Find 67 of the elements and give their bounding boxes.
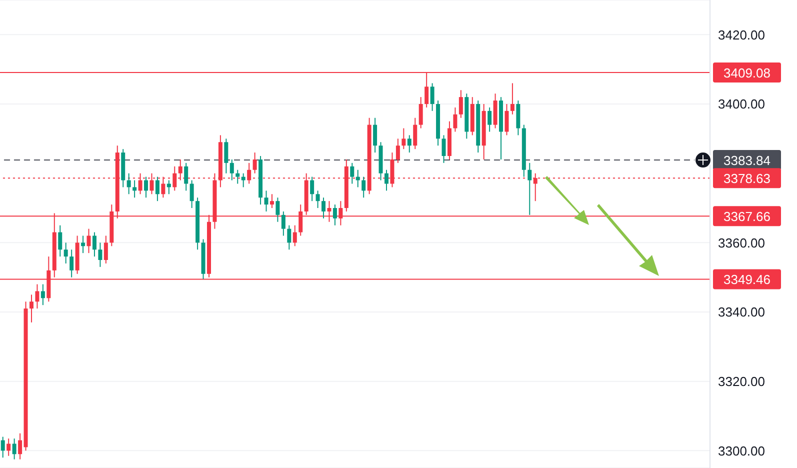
- candlestick: [247, 162, 252, 184]
- candlestick: [166, 180, 171, 195]
- candlestick: [356, 169, 360, 188]
- candlestick: [40, 284, 45, 306]
- candlestick: [35, 284, 40, 310]
- candlestick: [70, 249, 74, 278]
- candlestick: [350, 162, 354, 184]
- candlestick: [510, 82, 514, 115]
- candlestick: [332, 204, 337, 226]
- candlestick: [276, 197, 280, 222]
- candlestick: [402, 128, 406, 150]
- candlestick: [373, 117, 378, 154]
- candlestick: [252, 152, 257, 174]
- candlestick: [316, 190, 320, 208]
- candlestick: [236, 169, 240, 184]
- candlestick: [230, 158, 234, 181]
- y-tick-label: 3340.00: [718, 304, 765, 320]
- candlestick: [104, 235, 108, 264]
- y-tick-label: 3320.00: [718, 374, 765, 389]
- ref-line-label: 3367.66: [724, 209, 770, 224]
- candlestick: [270, 194, 274, 208]
- candlestick: [241, 172, 246, 188]
- candlestick: [12, 438, 16, 460]
- candlestick: [155, 176, 160, 202]
- candlestick: [132, 180, 137, 198]
- ref-line-label: 3383.84: [724, 153, 770, 168]
- candlestick: [504, 104, 509, 136]
- candlestick: [292, 224, 297, 247]
- ref-line-label: 3409.08: [724, 66, 770, 81]
- y-tick-label: 3300.00: [718, 443, 765, 458]
- candlestick: [458, 90, 463, 118]
- candlestick: [224, 138, 228, 174]
- candlestick: [287, 224, 292, 250]
- candlestick: [64, 242, 68, 264]
- candlestick: [418, 96, 423, 129]
- candlestick: [18, 432, 22, 460]
- candlestick: [396, 138, 400, 164]
- ref-line-label: 3349.46: [724, 272, 770, 288]
- candlestick: [362, 176, 366, 198]
- candlestick: [407, 134, 412, 154]
- y-tick-label: 3360.00: [718, 235, 765, 250]
- candlestick: [190, 180, 194, 208]
- candlestick: [126, 172, 131, 195]
- candlestick: [442, 134, 446, 164]
- y-tick-label: 3420.00: [718, 27, 765, 42]
- candlestick: [528, 162, 532, 216]
- candlestick: [144, 176, 148, 198]
- candlestick: [453, 106, 458, 132]
- candlestick: [322, 197, 326, 219]
- candlestick: [488, 106, 492, 132]
- candlestick: [264, 190, 268, 212]
- ref-line-label: 3378.63: [724, 171, 770, 186]
- candlestick: [384, 169, 388, 192]
- candlestick: [92, 232, 96, 258]
- candlestick: [0, 436, 5, 458]
- candlestick: [98, 242, 102, 268]
- candlestick: [86, 228, 91, 254]
- candlestick: [58, 224, 62, 258]
- candlestick: [310, 176, 314, 202]
- candlestick: [29, 294, 34, 323]
- candlestick: [413, 117, 418, 150]
- candlestick: [430, 82, 434, 112]
- candlestick: [184, 162, 188, 192]
- candlestick: [281, 210, 286, 236]
- candlestick: [81, 235, 86, 254]
- candlestick: [6, 438, 11, 456]
- y-tick-label: 3400.00: [718, 96, 765, 112]
